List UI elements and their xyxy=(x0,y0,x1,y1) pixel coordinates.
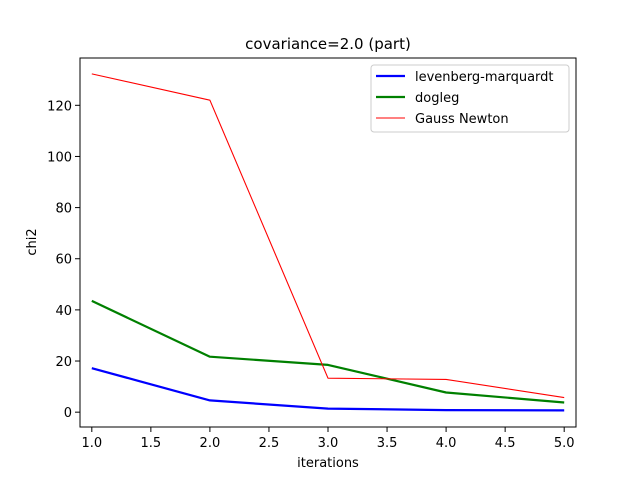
x-tick-label: 3.0 xyxy=(318,436,339,451)
x-tick-label: 2.5 xyxy=(259,436,280,451)
y-tick-label: 100 xyxy=(47,150,72,165)
x-tick-label: 3.5 xyxy=(377,436,398,451)
x-axis-label: iterations xyxy=(297,456,359,471)
legend-box xyxy=(370,64,570,133)
y-tick-label: 0 xyxy=(64,406,72,421)
y-tick-label: 20 xyxy=(55,355,72,370)
x-tick-label: 5.0 xyxy=(554,436,575,451)
x-tick-label: 1.0 xyxy=(81,436,102,451)
legend-label: dogleg xyxy=(415,91,459,106)
legend: levenberg-marquardt dogleg Gauss Newton xyxy=(370,64,570,133)
x-tick-label: 2.0 xyxy=(200,436,221,451)
series-layer xyxy=(91,73,565,412)
y-tick-label: 60 xyxy=(55,253,72,268)
series-line-dogleg xyxy=(91,299,565,404)
y-axis-label: chi2 xyxy=(25,228,40,255)
series-line-levenberg-marquardt xyxy=(91,367,565,412)
x-tick-label: 4.0 xyxy=(436,436,457,451)
y-tick-label: 80 xyxy=(55,202,72,217)
y-axis: 0 20 40 60 80 100 120 xyxy=(47,99,80,421)
x-tick-label: 4.5 xyxy=(495,436,516,451)
legend-label: levenberg-marquardt xyxy=(415,70,554,85)
y-tick-label: 40 xyxy=(55,304,72,319)
legend-label: Gauss Newton xyxy=(415,112,509,127)
x-axis: 1.0 1.5 2.0 2.5 3.0 3.5 4.0 4.5 5.0 xyxy=(81,427,575,451)
series-line-gauss-newton xyxy=(91,73,565,399)
x-tick-label: 1.5 xyxy=(141,436,162,451)
y-tick-label: 120 xyxy=(47,99,72,114)
chart-title: covariance=2.0 (part) xyxy=(245,35,411,53)
